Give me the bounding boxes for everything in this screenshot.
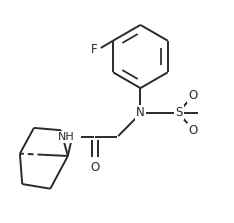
Text: S: S <box>175 106 183 119</box>
Text: NH: NH <box>58 132 75 142</box>
Text: F: F <box>91 43 97 56</box>
Text: N: N <box>136 106 145 119</box>
Text: O: O <box>188 124 197 137</box>
Text: O: O <box>90 161 99 174</box>
Text: O: O <box>188 89 197 102</box>
